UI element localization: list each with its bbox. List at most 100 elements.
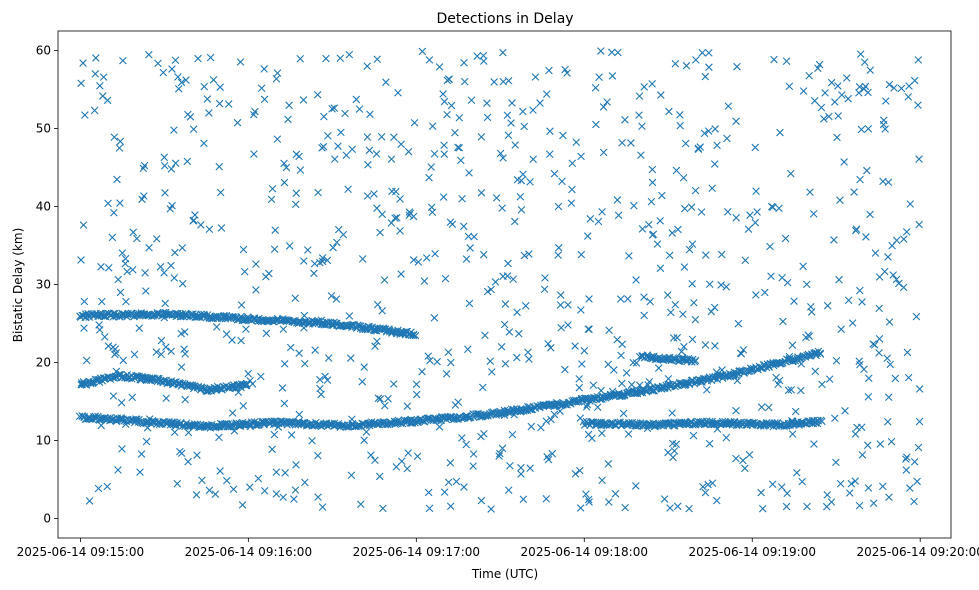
clutter-point [509,275,517,284]
clutter-point [670,447,679,455]
clutter-point [447,358,455,367]
clutter-point [233,118,242,127]
clutter-point [460,58,468,67]
clutter-point [160,268,168,277]
clutter-point [875,335,884,343]
clutter-point [902,228,911,236]
clutter-point [216,419,225,428]
clutter-point [295,152,303,161]
clutter-point [811,367,820,376]
clutter-point [363,133,372,141]
clutter-point [561,365,569,374]
clutter-point [840,158,848,166]
clutter-point [513,308,521,317]
clutter-point [318,254,327,262]
track-point [550,402,558,411]
clutter-point [121,420,130,429]
clutter-point [324,132,332,140]
clutter-point [372,150,381,158]
track-point [101,309,110,318]
clutter-point [653,240,662,248]
clutter-point [722,433,731,442]
clutter-point [511,141,520,149]
clutter-point [329,243,337,252]
clutter-point [280,159,288,168]
clutter-point [404,449,412,457]
clutter-point [234,388,243,397]
clutter-point [778,273,786,282]
clutter-point [460,483,468,491]
clutter-point [810,96,819,105]
clutter-point [768,480,777,489]
clutter-point [855,82,864,91]
clutter-point [499,48,507,57]
clutter-point [861,82,870,91]
clutter-point [291,200,300,209]
clutter-point [886,360,895,369]
clutter-point [487,285,495,294]
clutter-point [722,283,731,291]
clutter-point [183,157,192,166]
clutter-point [554,251,562,259]
track-point [164,379,172,387]
clutter-point [367,451,375,459]
clutter-point [498,204,506,212]
clutter-point [704,480,712,489]
clutter-point [905,82,913,90]
clutter-point [270,430,279,439]
clutter-point [517,206,526,214]
clutter-point [614,48,622,57]
clutter-point [171,248,179,257]
clutter-point [527,422,536,431]
clutter-point [717,250,726,259]
clutter-point [123,267,131,276]
clutter-point [452,477,461,486]
clutter-point [546,127,554,136]
clutter-point [204,421,212,430]
clutter-point [373,300,382,309]
clutter-point [510,410,518,419]
clutter-point [109,392,118,400]
clutter-point [268,184,277,193]
clutter-point [378,210,387,219]
clutter-point [575,375,583,383]
clutter-point [700,129,709,138]
clutter-point [122,297,130,306]
clutter-point [705,49,713,57]
clutter-point [914,56,923,64]
clutter-point [688,280,696,288]
clutter-point [160,153,169,162]
clutter-point [884,393,893,402]
clutter-point [483,113,492,122]
clutter-point [732,117,740,126]
clutter-point [314,451,322,460]
clutter-point [701,488,710,497]
clutter-point [899,283,908,292]
clutter-point [496,149,505,158]
y-tick-label: 40 [36,200,51,214]
clutter-point [764,403,773,412]
clutter-point [418,47,427,56]
clutter-point [524,348,532,357]
clutter-point [798,477,806,486]
track-point [564,398,573,407]
clutter-point [521,302,530,310]
clutter-point [444,478,453,487]
x-tick-label: 2025-06-14 09:20:00 [856,545,979,559]
clutter-point [346,354,355,362]
clutter-point [640,293,648,301]
clutter-point [520,251,529,260]
clutter-point [778,483,786,491]
clutter-point [705,280,714,289]
clutter-point [171,56,180,65]
clutter-point [691,315,700,324]
clutter-point [274,423,283,431]
clutter-point [280,360,289,368]
clutter-point [860,58,869,66]
clutter-point [215,99,224,108]
clutter-point [851,477,860,485]
clutter-point [177,449,186,458]
clutter-point [711,125,719,133]
clutter-point [832,458,840,467]
clutter-point [110,133,119,141]
